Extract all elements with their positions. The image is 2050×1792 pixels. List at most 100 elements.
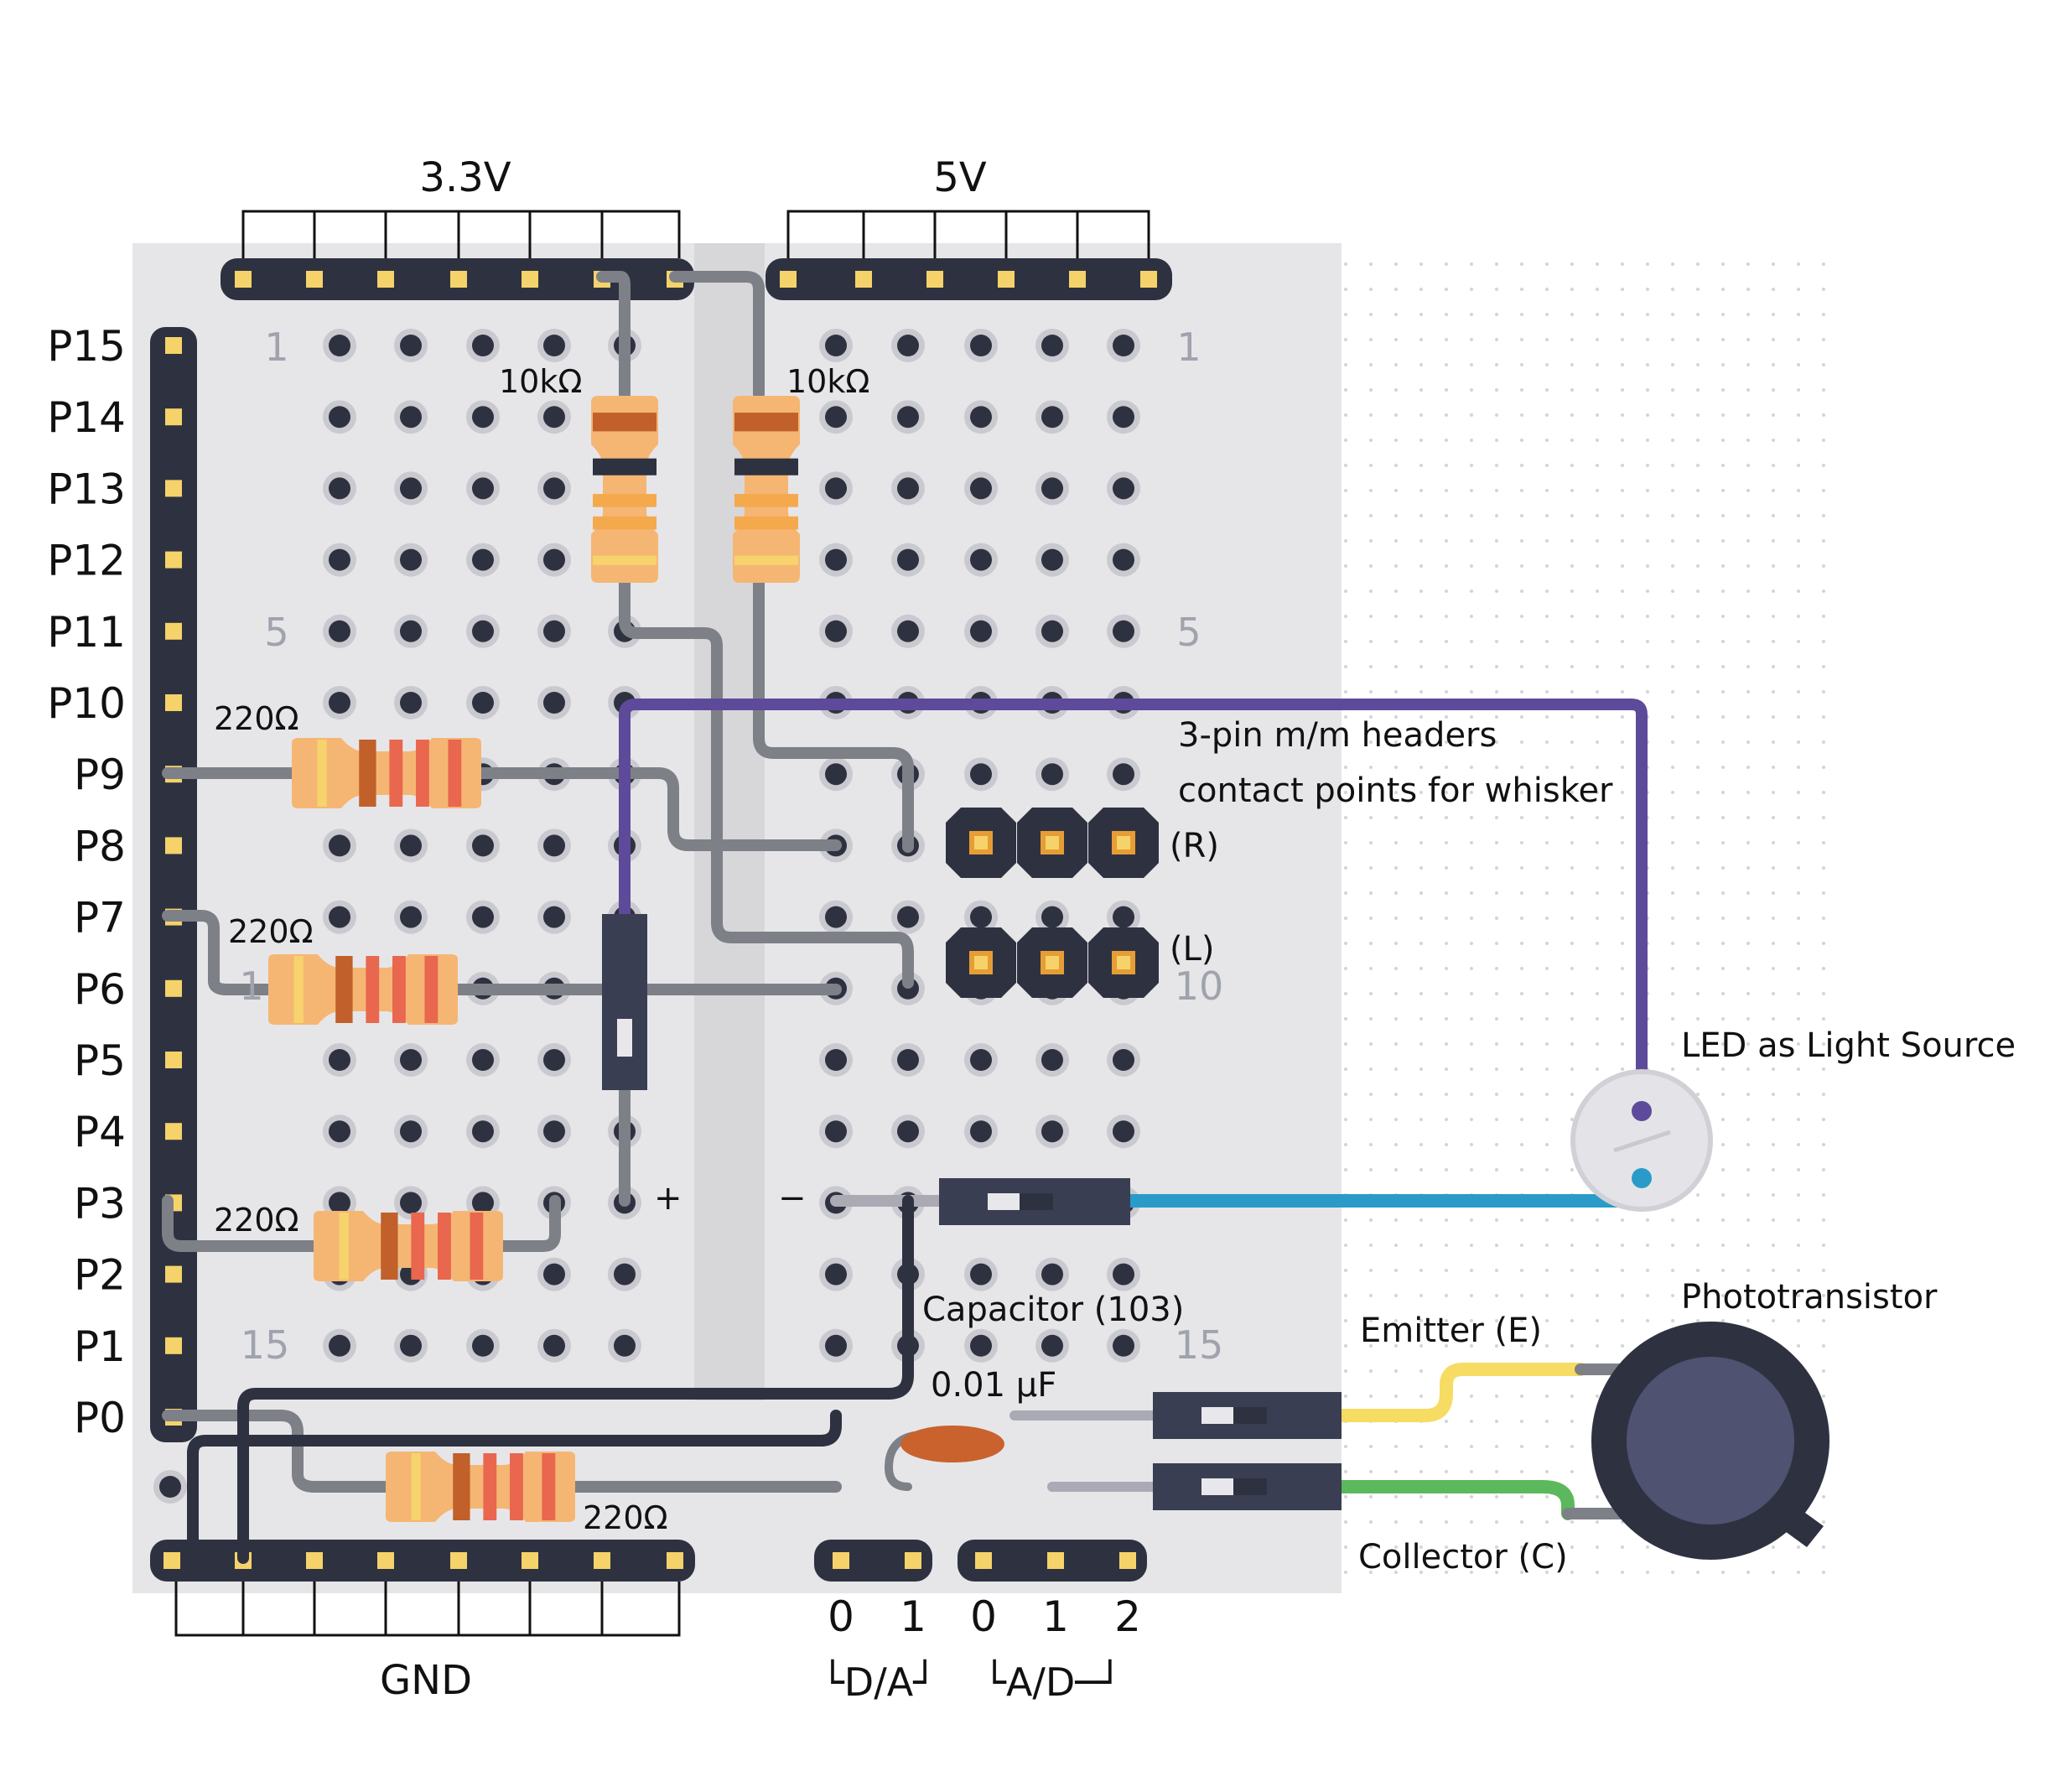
socket-hole — [1107, 1257, 1140, 1291]
wire-p0 — [162, 1410, 400, 1493]
led-minus-housing — [939, 1178, 1130, 1225]
row-number-1-left: 1 — [264, 325, 288, 370]
socket-hole — [964, 757, 998, 792]
row-number-15-left: 15 — [241, 1322, 290, 1368]
resistor-220-p0 — [386, 1452, 575, 1522]
socket-hole — [1035, 329, 1069, 362]
wire-10k-b-top — [669, 271, 765, 400]
socket-hole — [891, 471, 925, 506]
socket-hole — [1035, 1328, 1069, 1363]
socket-hole — [466, 900, 500, 934]
header-pin — [165, 979, 182, 997]
label-collector: Collector (C) — [1358, 1538, 1568, 1576]
socket-hole — [819, 1257, 853, 1291]
wire-10k-a-bottom — [619, 573, 914, 989]
header-pin — [165, 551, 182, 569]
socket-hole — [466, 828, 500, 863]
socket-hole — [1107, 1114, 1140, 1149]
socket-hole — [537, 686, 571, 719]
pin-label-p9: P9 — [74, 751, 126, 799]
label-emitter: Emitter (E) — [1360, 1312, 1542, 1350]
header-pin — [833, 1552, 849, 1569]
header-pin — [975, 1552, 992, 1569]
socket-hole — [394, 1186, 428, 1220]
socket-hole — [323, 329, 356, 362]
row-number-5-right: 5 — [1176, 610, 1201, 655]
pin-label-p7: P7 — [74, 894, 126, 943]
label-phototransistor: Phototransistor — [1681, 1278, 1938, 1317]
socket-hole — [1107, 400, 1140, 434]
header-pin — [306, 1552, 323, 1569]
header-pin — [1047, 1552, 1064, 1569]
emitter-housing — [1153, 1392, 1342, 1439]
socket-hole — [819, 757, 853, 792]
socket-hole — [819, 329, 853, 362]
whisker-pin — [1017, 927, 1087, 998]
header-pin — [1069, 271, 1086, 288]
header-pin — [1140, 271, 1157, 288]
header-pin — [667, 1552, 683, 1569]
label-capacitance: 0.01 µF — [931, 1366, 1056, 1405]
socket-hole — [964, 543, 998, 577]
whisker-pin — [1017, 808, 1087, 878]
socket-hole — [394, 400, 428, 434]
socket-hole — [466, 400, 500, 434]
socket-hole — [1035, 1043, 1069, 1077]
wire-collector-green — [1335, 1480, 1575, 1520]
header-pin — [926, 271, 943, 288]
socket-hole — [1035, 471, 1069, 506]
wire-10k-a-top — [596, 271, 631, 400]
socket-hole — [1035, 1114, 1069, 1149]
pin-label-p11: P11 — [47, 608, 126, 657]
socket-hole — [323, 543, 356, 577]
wire-p7 — [162, 910, 278, 995]
wire-gnd-a — [187, 1410, 842, 1564]
socket-hole — [394, 471, 428, 506]
row-number-10-right: 10 — [1175, 964, 1224, 1009]
label-right-whisker: (R) — [1170, 827, 1219, 865]
socket-hole — [466, 471, 500, 506]
socket-hole — [466, 1114, 500, 1149]
led-light-source — [1570, 1069, 1713, 1212]
whisker-pin — [946, 927, 1016, 998]
da-digit-0: 0 — [828, 1592, 854, 1641]
header-pin — [163, 1552, 180, 1569]
socket-hole — [323, 1328, 356, 1363]
socket-hole — [819, 614, 853, 648]
label-led: LED as Light Source — [1681, 1026, 2016, 1065]
socket-hole — [537, 1114, 571, 1149]
label-capacitor: Capacitor (103) — [922, 1291, 1184, 1329]
socket-hole — [537, 1257, 571, 1291]
pin-label-p5: P5 — [74, 1036, 126, 1085]
socket-hole — [964, 614, 998, 648]
pin-label-p14: P14 — [47, 393, 126, 442]
header-pins — [163, 271, 1157, 1569]
socket-hole — [1035, 543, 1069, 577]
socket-hole — [1035, 900, 1069, 934]
socket-hole — [964, 400, 998, 434]
wire-gnd-cap — [237, 1195, 914, 1564]
socket-hole — [466, 1043, 500, 1077]
header-pin — [165, 1052, 182, 1068]
socket-hole — [537, 400, 571, 434]
label-220-p9: 220Ω — [214, 700, 299, 737]
socket-hole — [819, 400, 853, 434]
whisker-pin — [1088, 808, 1159, 878]
capacitor — [900, 1426, 1004, 1462]
label-10k-b: 10kΩ — [786, 363, 869, 400]
pin-label-p6: P6 — [74, 965, 126, 1014]
label-220-p3: 220Ω — [214, 1202, 299, 1239]
socket-hole — [1107, 329, 1140, 362]
ad-digit-1: 1 — [1042, 1592, 1069, 1641]
header-pin — [450, 1552, 467, 1569]
socket-hole — [323, 900, 356, 934]
label-220-p7: 220Ω — [228, 913, 314, 950]
socket-hole — [537, 900, 571, 934]
header-pin — [165, 1265, 182, 1283]
socket-hole — [394, 686, 428, 719]
socket-hole — [1107, 900, 1140, 934]
wire-p3-right — [497, 1195, 561, 1252]
socket-hole — [394, 614, 428, 648]
header-5v — [766, 258, 1172, 300]
socket-hole — [323, 686, 356, 719]
